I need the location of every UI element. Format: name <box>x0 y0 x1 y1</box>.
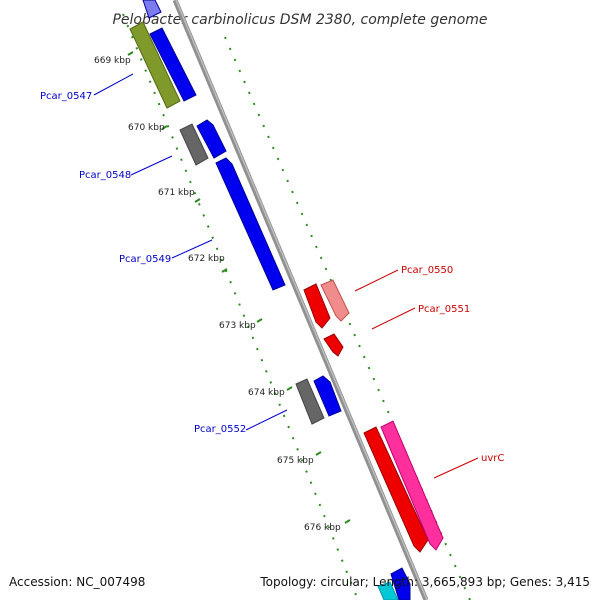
gene-arrow-pcar-0552 <box>313 375 342 417</box>
gene-arrow-bottom-cyan <box>377 581 399 600</box>
leader-line-pcar-0552 <box>245 409 288 431</box>
gene-arrow-pcar-0550 <box>303 283 331 329</box>
gene-arrow-top <box>142 0 162 19</box>
gene-label-pcar-0549: Pcar_0549 <box>119 254 171 265</box>
gene-arrow-uvrc <box>363 426 429 553</box>
tick-label: 672 kbp <box>188 254 225 264</box>
tick-label: 671 kbp <box>158 188 195 198</box>
gene-arrow-pcar-0551 <box>323 333 344 357</box>
gene-arrow-pcar-0548 <box>196 119 227 159</box>
leader-line-pcar-0548 <box>130 155 173 176</box>
genome-backbone-highlight <box>175 0 428 600</box>
tick-labels: 669 kbp 670 kbp 671 kbp 672 kbp 673 kbp … <box>94 56 341 533</box>
gene-arrow-pink <box>320 279 350 322</box>
tick-label: 673 kbp <box>219 321 256 331</box>
gene-arrow-pcar-0549 <box>215 157 286 291</box>
major-ticks <box>127 51 351 524</box>
gene-arrow-bottom-blue <box>390 567 411 600</box>
gene-label-pcar-0547: Pcar_0547 <box>40 91 92 102</box>
tick-label: 669 kbp <box>94 56 131 66</box>
accession-text: Accession: NC_007498 <box>9 575 145 589</box>
tick-label: 674 kbp <box>248 388 285 398</box>
leader-line-pcar-0551 <box>371 307 416 330</box>
gene-label-pcar-0552: Pcar_0552 <box>194 424 246 435</box>
leader-line-pcar-0547 <box>93 73 134 96</box>
gene-label-pcar-0550: Pcar_0550 <box>401 265 453 276</box>
tick-label: 670 kbp <box>128 123 165 133</box>
leader-line-pcar-0550 <box>354 269 399 292</box>
gene-arrow-pcar-0547 <box>149 27 197 102</box>
genome-backbone <box>172 0 429 600</box>
gene-label-pcar-0551: Pcar_0551 <box>418 304 470 315</box>
gene-arrow-magenta <box>380 420 444 551</box>
gene-label-uvrc: uvrC <box>481 453 504 464</box>
tick-label: 675 kbp <box>277 456 314 466</box>
map-title: Pelobacter carbinolicus DSM 2380, comple… <box>112 12 487 28</box>
leader-line-uvrc <box>433 457 479 479</box>
leader-line-pcar-0549 <box>171 239 213 259</box>
gene-arrow-grey-1 <box>179 123 209 166</box>
tick-label: 676 kbp <box>304 523 341 533</box>
genome-summary-text: Topology: circular; Length: 3,665,893 bp… <box>259 575 590 589</box>
gene-arrow-olive <box>129 21 181 109</box>
gene-arrow-grey-2 <box>295 378 325 425</box>
gene-label-pcar-0548: Pcar_0548 <box>79 170 131 181</box>
